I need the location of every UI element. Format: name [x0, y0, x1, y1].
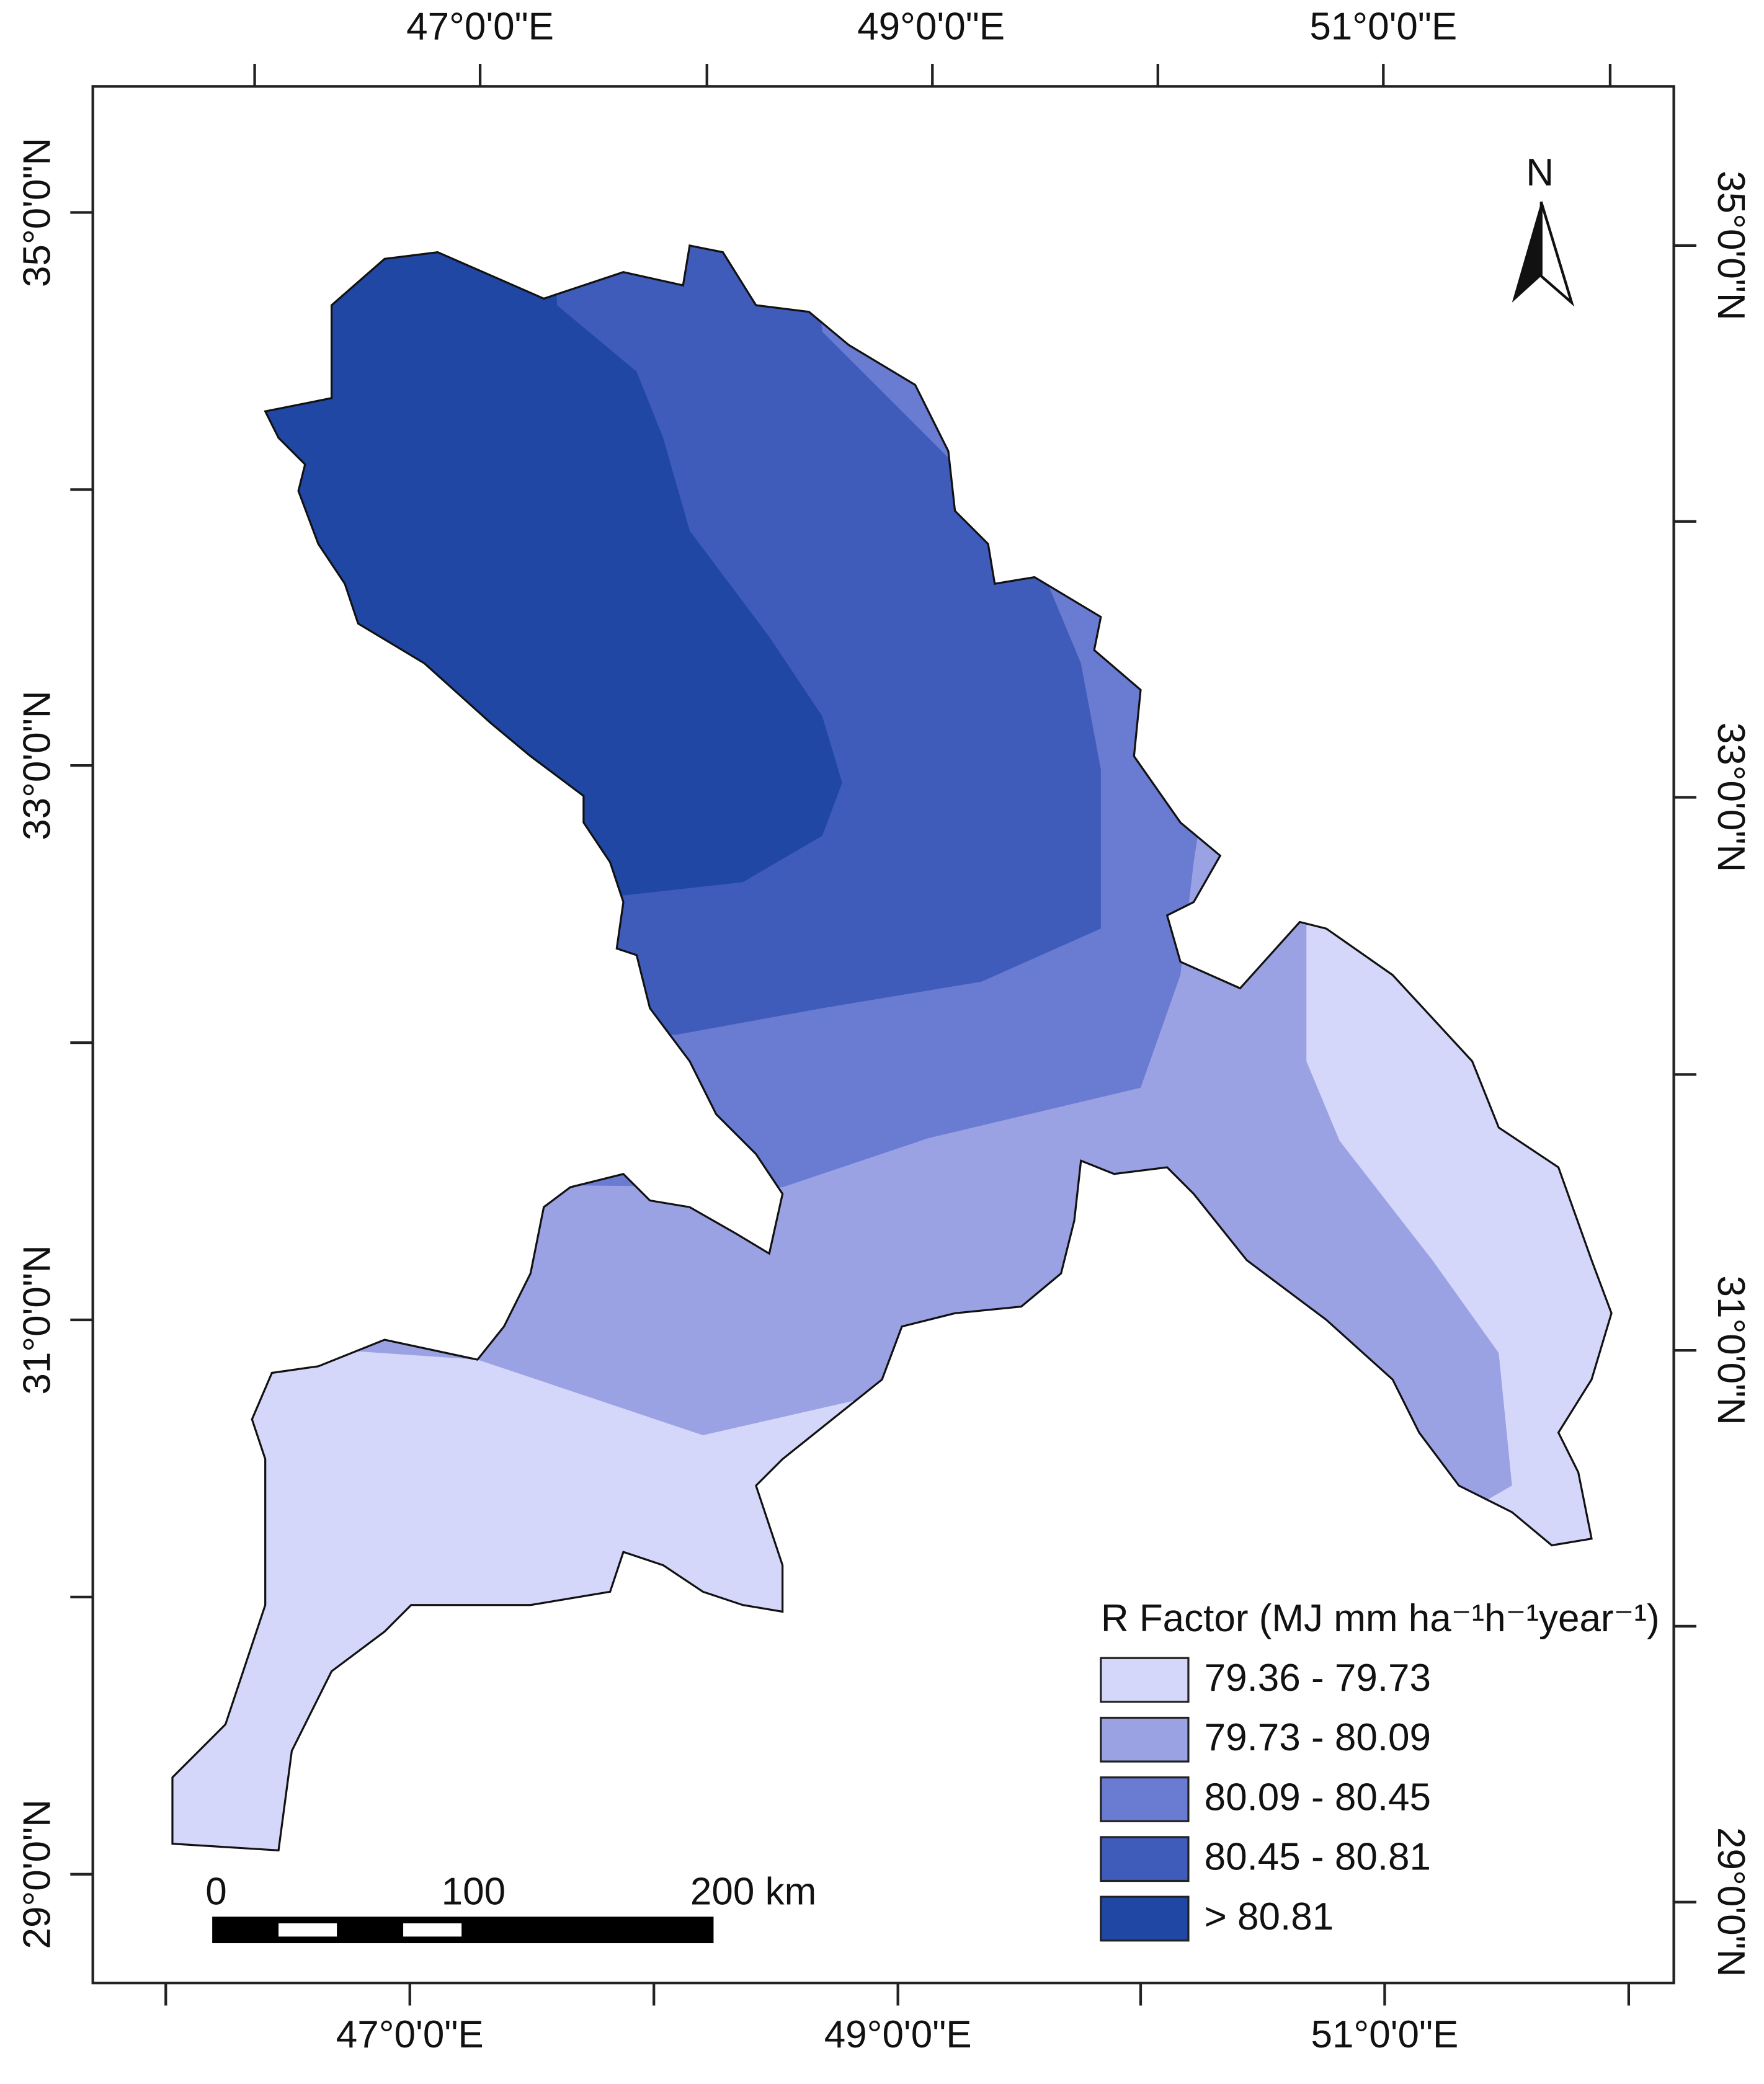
left-coord-label: 31°0'0"N — [16, 1245, 59, 1394]
legend-swatch — [1100, 1716, 1190, 1763]
legend-swatch — [1100, 1895, 1190, 1942]
scale-bar — [212, 1917, 714, 1944]
legend-title: R Factor (MJ mm ha⁻¹h⁻¹year⁻¹) — [1101, 1597, 1660, 1640]
scale-label: 0 — [205, 1870, 226, 1913]
right-coord-label: 29°0'0"N — [1709, 1827, 1752, 1977]
right-coord-label: 31°0'0"N — [1709, 1275, 1752, 1425]
scale-bar-segment — [403, 1923, 462, 1937]
legend-swatch — [1100, 1657, 1190, 1703]
right-coord-label: 35°0'0"N — [1709, 171, 1752, 320]
arrow-half — [1539, 201, 1575, 307]
arrow-half — [1512, 202, 1541, 303]
legend-label: 80.45 - 80.81 — [1205, 1836, 1431, 1879]
top-coord-label: 47°0'0"E — [406, 6, 554, 48]
bottom-coord-label: 49°0'0"E — [824, 2013, 972, 2056]
top-coord-label: 51°0'0"E — [1309, 6, 1457, 48]
legend-label: 79.36 - 79.73 — [1205, 1657, 1431, 1699]
legend-swatch — [1100, 1836, 1190, 1882]
right-coord-label: 33°0'0"N — [1709, 723, 1752, 872]
legend-swatch — [1100, 1776, 1190, 1822]
bottom-coord-label: 47°0'0"E — [336, 2013, 484, 2056]
scale-label: 100 — [442, 1870, 506, 1913]
left-coord-label: 33°0'0"N — [16, 690, 59, 840]
left-coord-label: 29°0'0"N — [16, 1799, 59, 1949]
scale-label: 200 km — [690, 1870, 816, 1913]
north-label: N — [1526, 151, 1554, 194]
north-arrow: N — [1512, 151, 1575, 307]
legend-label: 80.09 - 80.45 — [1205, 1776, 1431, 1819]
scale-bar-segment — [278, 1923, 337, 1937]
bottom-coord-label: 51°0'0"E — [1311, 2013, 1458, 2056]
left-coord-label: 35°0'0"N — [16, 138, 59, 287]
map-frame — [91, 85, 1675, 1985]
top-coord-label: 49°0'0"E — [857, 6, 1005, 48]
legend-label: > 80.81 — [1205, 1895, 1334, 1938]
legend-label: 79.73 - 80.09 — [1205, 1716, 1431, 1759]
